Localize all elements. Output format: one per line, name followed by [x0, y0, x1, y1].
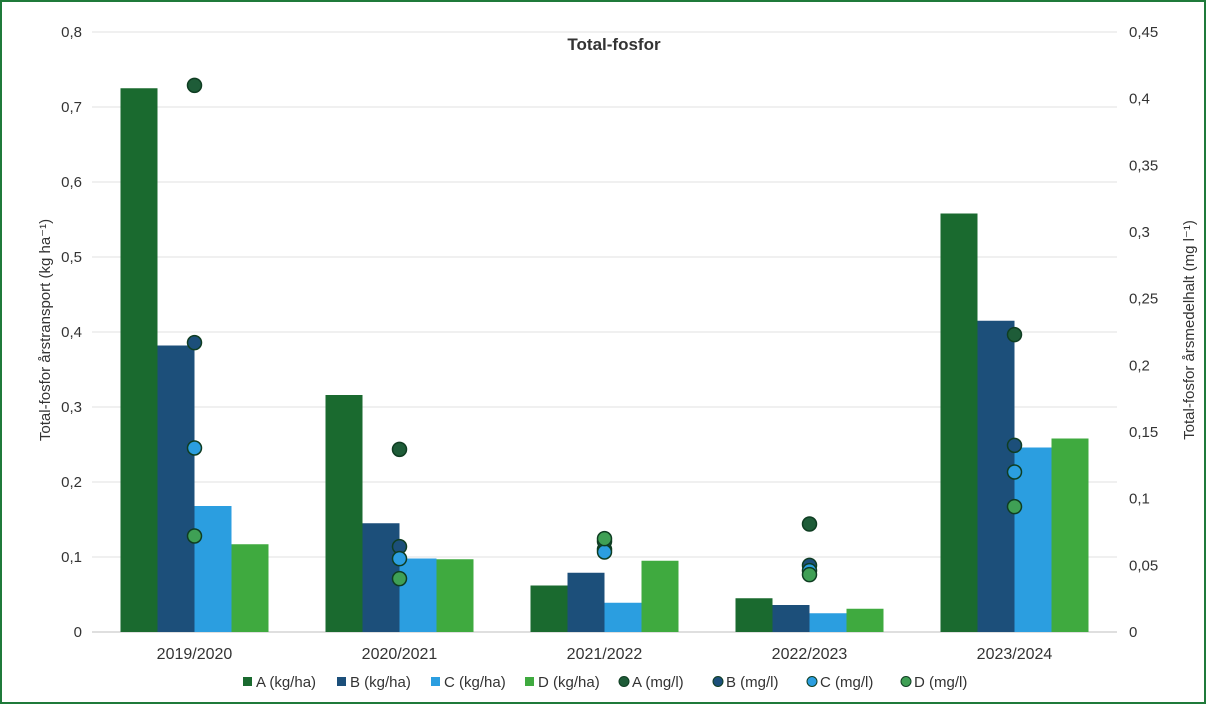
y-tick-label: 0,6	[61, 174, 82, 191]
legend-swatch	[618, 676, 630, 687]
bar	[530, 585, 568, 632]
bar	[641, 560, 679, 632]
legend: A (kg/ha) B (kg/ha) C (kg/ha) D (kg/ha) A (m…	[243, 674, 967, 691]
data-point	[186, 77, 203, 94]
legend-swatch	[243, 677, 252, 686]
y-tick-label: 0,8	[61, 24, 82, 41]
data-point	[801, 516, 818, 532]
left-axis-ticks: 0 0,1 0,2 0,3 0,4 0,5 0,6 0,7 0,8	[61, 24, 82, 641]
y-tick-label: 0,3	[61, 399, 82, 416]
data-point	[186, 334, 203, 351]
y2-tick-label: 0	[1129, 624, 1137, 641]
y2-tick-label: 0,3	[1129, 224, 1150, 241]
bar	[604, 602, 642, 632]
y-tick-label: 0,4	[61, 324, 82, 341]
data-point	[1006, 326, 1023, 343]
category-label: 2019/2020	[157, 646, 233, 663]
data-point	[391, 550, 408, 567]
bar	[399, 558, 437, 632]
y2-axis-title: Total-fosfor årsmedelhalt (mg l⁻¹)	[1181, 220, 1198, 440]
bar	[940, 213, 978, 632]
y2-tick-label: 0,25	[1129, 291, 1158, 308]
y2-tick-label: 0,1	[1129, 491, 1150, 508]
y2-tick-label: 0,05	[1129, 557, 1158, 574]
bar	[772, 605, 810, 632]
data-point	[186, 528, 203, 544]
category-labels: 2019/2020 2020/2021 2021/2022 2022/2023 2023…	[157, 646, 1053, 663]
data-point	[596, 544, 613, 560]
data-point	[391, 570, 408, 587]
category-label: 2020/2021	[362, 646, 438, 663]
bar	[120, 88, 158, 632]
bar	[436, 559, 474, 632]
bar	[846, 608, 884, 632]
category-label: 2021/2022	[567, 646, 643, 663]
category-label: 2023/2024	[977, 646, 1053, 663]
legend-label: D (mg/l)	[914, 674, 967, 691]
legend-label: C (mg/l)	[820, 674, 873, 691]
bar	[567, 572, 605, 632]
bar	[157, 345, 195, 632]
data-point	[596, 530, 613, 547]
y-tick-label: 0,7	[61, 99, 82, 116]
y2-tick-label: 0,4	[1129, 91, 1150, 108]
data-point	[1006, 464, 1023, 480]
legend-label: A (kg/ha)	[256, 674, 316, 691]
y-tick-label: 0,5	[61, 249, 82, 266]
legend-label: A (mg/l)	[632, 674, 684, 691]
legend-label: B (mg/l)	[726, 674, 779, 691]
legend-swatch	[900, 676, 912, 687]
data-point	[186, 440, 203, 456]
data-point	[801, 566, 818, 583]
legend-swatch	[525, 677, 534, 686]
bar	[735, 598, 773, 632]
legend-swatch	[337, 677, 346, 686]
bar	[194, 506, 232, 632]
y-axis-title: Total-fosfor årstransport (kg ha⁻¹)	[37, 219, 54, 441]
legend-label: C (kg/ha)	[444, 674, 506, 691]
legend-swatch	[431, 677, 440, 686]
right-axis-ticks: 0 0,05 0,1 0,15 0,2 0,25 0,3 0,35 0,4 0,45	[1129, 24, 1158, 641]
bar	[1014, 447, 1052, 632]
y2-tick-label: 0,45	[1129, 24, 1158, 41]
points	[186, 77, 1023, 587]
y-tick-label: 0,1	[61, 549, 82, 566]
y2-tick-label: 0,2	[1129, 357, 1150, 374]
data-point	[1006, 437, 1023, 454]
legend-label: B (kg/ha)	[350, 674, 411, 691]
bar	[325, 395, 363, 632]
bar	[1051, 438, 1089, 632]
bar	[809, 613, 847, 632]
data-point	[1006, 498, 1023, 515]
legend-swatch	[806, 676, 818, 687]
bars	[120, 88, 1089, 632]
chart-title: Total-fosfor	[567, 35, 661, 54]
y2-tick-label: 0,15	[1129, 424, 1158, 441]
legend-label: D (kg/ha)	[538, 674, 600, 691]
bar	[231, 544, 269, 632]
y2-tick-label: 0,35	[1129, 157, 1158, 174]
y-tick-label: 0	[74, 624, 82, 641]
y-tick-label: 0,2	[61, 474, 82, 491]
category-label: 2022/2023	[772, 646, 848, 663]
legend-swatch	[712, 676, 724, 687]
data-point	[391, 441, 408, 458]
